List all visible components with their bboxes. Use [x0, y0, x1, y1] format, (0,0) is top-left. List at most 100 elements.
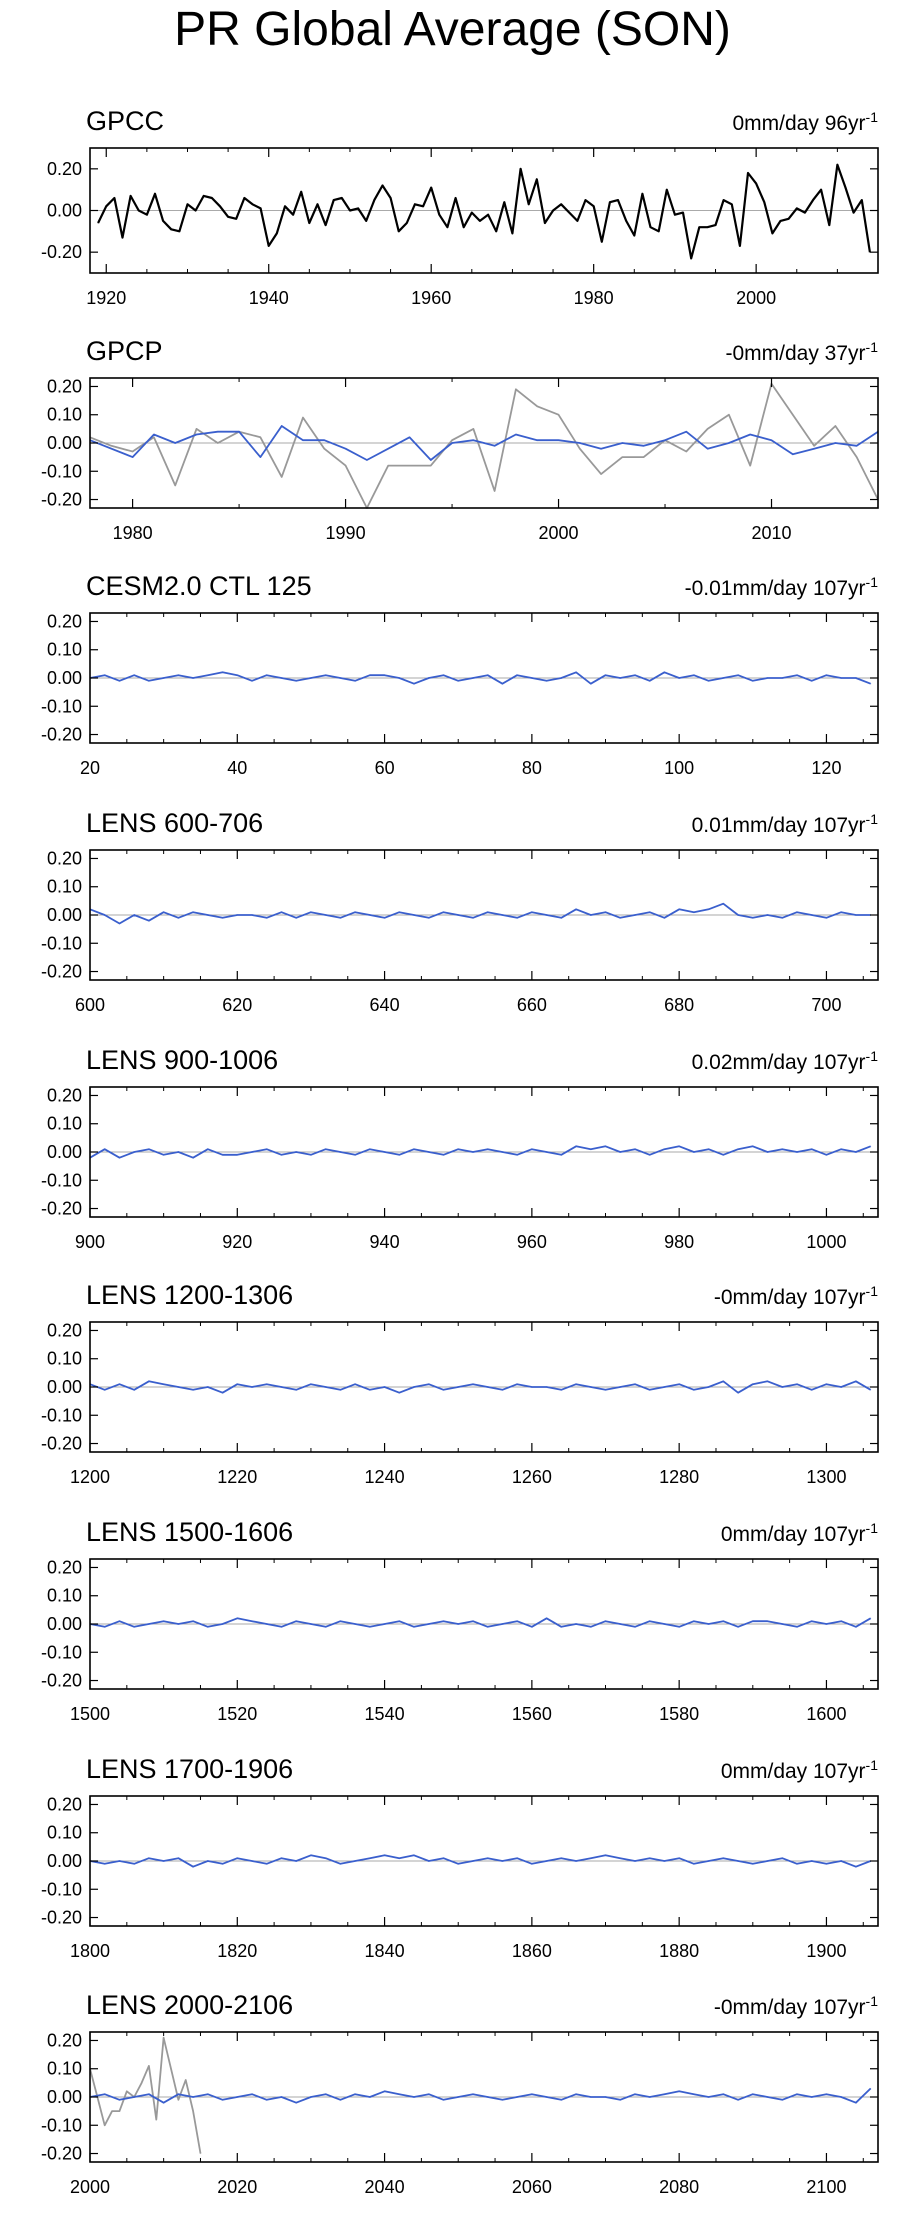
data-point — [663, 1148, 666, 1150]
data-point — [634, 674, 636, 676]
panel-title: CESM2.0 CTL 125 — [86, 571, 312, 601]
data-point — [766, 2096, 769, 2098]
y-tick-label: -0.20 — [41, 962, 82, 982]
data-point — [707, 428, 709, 430]
data-point — [487, 911, 489, 913]
data-point — [408, 436, 411, 438]
data-point — [649, 226, 652, 228]
data-point — [428, 917, 430, 919]
data-point — [387, 465, 389, 467]
data-point — [649, 1857, 651, 1859]
data-point — [207, 914, 209, 916]
data-point — [796, 1863, 798, 1865]
data-point — [406, 222, 408, 224]
data-point — [853, 212, 855, 214]
data-point — [281, 425, 283, 427]
data-point — [177, 1151, 179, 1153]
data-point — [280, 1154, 283, 1156]
y-tick-label: 0.00 — [47, 668, 82, 688]
trend-label: -0mm/day 107yr-1 — [714, 1283, 878, 1309]
data-point — [634, 914, 636, 916]
data-point — [266, 2099, 268, 2101]
data-point — [266, 917, 268, 919]
x-tick-label: 620 — [222, 995, 252, 1015]
data-point — [451, 442, 453, 444]
y-tick-label: -0.20 — [41, 242, 82, 262]
data-point — [619, 677, 621, 679]
data-point — [487, 214, 489, 216]
data-point — [195, 209, 197, 212]
data-point — [163, 1383, 165, 1385]
data-point — [369, 914, 371, 916]
data-point — [408, 465, 411, 467]
data-point — [148, 680, 150, 682]
data-point — [387, 448, 389, 450]
x-tick-label: 100 — [664, 758, 694, 778]
data-point — [737, 1148, 739, 1150]
data-point — [870, 683, 872, 685]
data-point — [664, 439, 666, 441]
data-point — [118, 1620, 121, 1622]
data-point — [192, 1620, 194, 1622]
data-point — [641, 193, 644, 195]
data-point — [813, 448, 815, 450]
data-point — [619, 1386, 621, 1388]
data-point — [398, 677, 400, 679]
data-point — [295, 1620, 297, 1622]
data-point — [472, 1620, 474, 1622]
data-point — [381, 184, 384, 187]
data-point — [840, 1148, 842, 1150]
data-point — [132, 450, 134, 453]
data-point — [192, 911, 194, 913]
data-point — [870, 2087, 872, 2090]
data-point — [487, 2096, 489, 2098]
data-point — [207, 1860, 209, 1862]
y-tick-label: -0.20 — [41, 1908, 82, 1928]
data-point — [118, 680, 121, 682]
data-point — [323, 448, 325, 450]
data-point — [723, 199, 725, 201]
data-point — [678, 1145, 680, 1147]
data-point — [708, 1386, 710, 1388]
data-point — [634, 1626, 636, 1628]
data-point — [487, 1386, 489, 1388]
data-point — [643, 445, 645, 447]
data-point — [663, 2093, 666, 2095]
data-point — [251, 680, 253, 682]
trend-label: 0.01mm/day 107yr-1 — [692, 811, 879, 837]
data-point — [579, 448, 581, 450]
data-point — [487, 1626, 489, 1628]
data-point — [203, 195, 205, 197]
data-point — [195, 433, 198, 436]
data-point — [236, 1383, 238, 1385]
data-point — [398, 1154, 400, 1156]
data-point — [133, 1151, 135, 1153]
data-point — [619, 917, 621, 919]
data-point — [531, 1386, 533, 1388]
data-point — [796, 1626, 798, 1628]
trend-label: -0mm/day 37yr-1 — [726, 339, 879, 365]
data-point — [354, 1383, 356, 1385]
y-tick-label: 0.20 — [47, 376, 82, 396]
data-point — [494, 490, 496, 492]
data-point — [752, 1620, 754, 1622]
y-tick-label: 0.10 — [47, 1114, 82, 1134]
data-point — [110, 445, 112, 447]
data-point — [457, 2096, 459, 2098]
data-point — [796, 911, 798, 913]
data-point — [251, 1620, 253, 1622]
data-point — [501, 683, 503, 685]
data-point — [811, 1860, 813, 1862]
data-point — [325, 674, 327, 676]
data-point — [222, 1392, 224, 1394]
x-tick-label: 2010 — [751, 523, 791, 543]
data-point — [333, 199, 335, 201]
data-point — [494, 445, 496, 447]
data-point — [685, 450, 687, 453]
data-point — [621, 442, 624, 444]
data-point — [243, 197, 245, 199]
data-point — [590, 1148, 592, 1150]
data-point — [133, 2096, 135, 2098]
data-point — [621, 456, 624, 458]
data-point — [752, 917, 754, 919]
